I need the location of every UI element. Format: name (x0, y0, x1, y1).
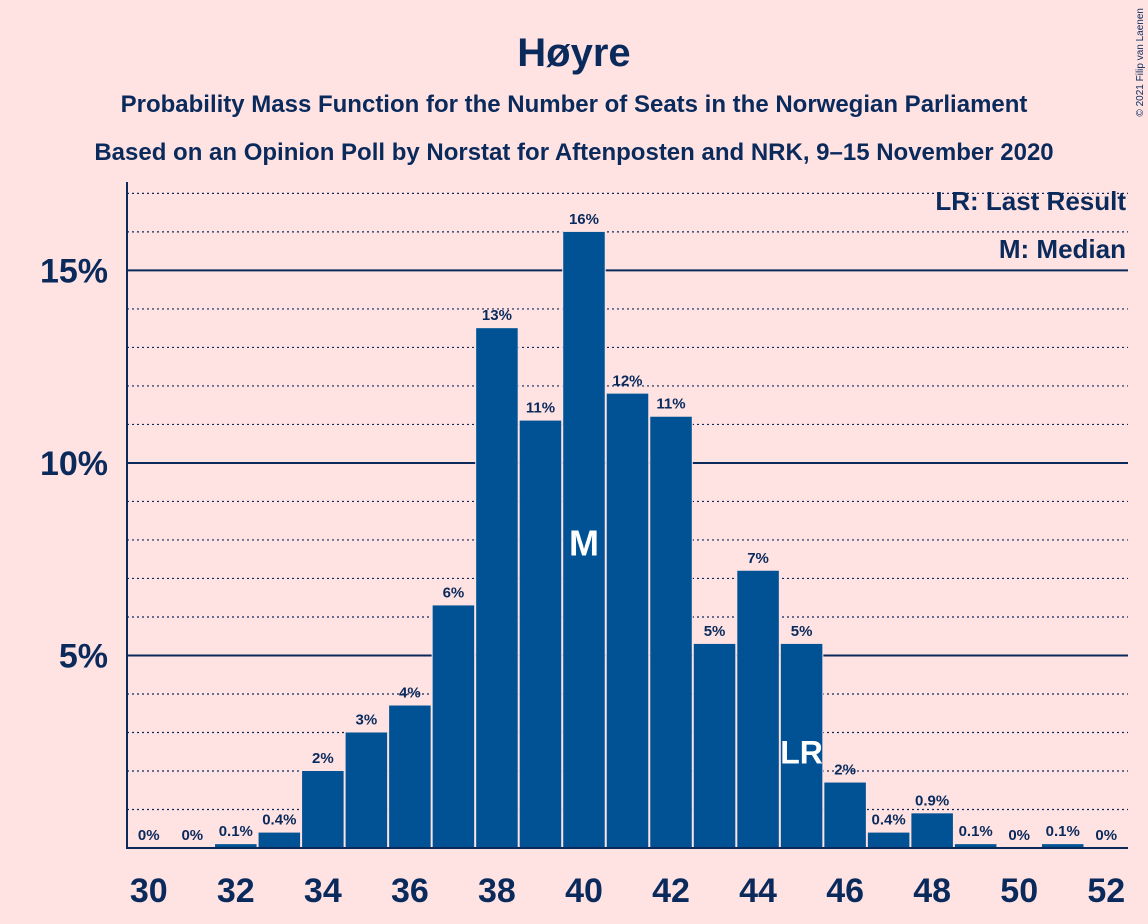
data-label: 6% (443, 584, 465, 601)
x-tick-label: 42 (652, 872, 690, 910)
bar (302, 770, 344, 848)
data-label: 2% (312, 750, 334, 767)
legend-last-result: LR: Last Result (935, 186, 1126, 216)
bar (519, 420, 562, 848)
data-label: 0% (1008, 827, 1030, 844)
data-label: 0.4% (872, 812, 906, 829)
y-tick-label: 5% (59, 637, 108, 675)
data-label: 5% (791, 623, 813, 640)
axes: 5% 10% 15% 30 32 34 36 38 40 42 44 46 48 50 52 (40, 182, 1128, 910)
bar (258, 832, 301, 848)
data-label: 0% (1095, 827, 1117, 844)
data-label: 0.1% (219, 823, 253, 840)
bar (432, 605, 475, 848)
x-tick-label: 32 (217, 872, 255, 910)
bar (867, 832, 910, 848)
median-marker: M (569, 522, 599, 563)
x-tick-label: 50 (1000, 872, 1038, 910)
data-label: 3% (356, 711, 378, 728)
x-tick-label: 40 (565, 872, 603, 910)
bar (650, 416, 692, 848)
data-label: 0% (181, 827, 203, 844)
x-tick-label: 44 (739, 872, 777, 910)
data-label: 16% (569, 211, 599, 228)
chart-title: Høyre (517, 31, 630, 75)
bar (911, 813, 953, 848)
x-tick-label: 46 (826, 872, 864, 910)
data-label: 13% (482, 307, 512, 324)
bar (693, 643, 736, 848)
x-tick-label: 34 (304, 872, 342, 910)
chart-subtitle-2: Based on an Opinion Poll by Norstat for … (94, 139, 1053, 166)
legend-median: M: Median (999, 234, 1126, 264)
bar (389, 705, 431, 848)
last-result-marker: LR (780, 734, 823, 770)
bar (563, 231, 605, 848)
bar (215, 844, 257, 848)
data-label: 12% (612, 373, 642, 390)
data-label: 0.4% (262, 812, 296, 829)
x-tick-label: 38 (478, 872, 516, 910)
bar (824, 782, 866, 848)
bar (737, 570, 779, 848)
x-tick-label: 30 (130, 872, 168, 910)
x-tick-label: 48 (913, 872, 951, 910)
data-label: 0.9% (915, 792, 949, 809)
bars: 0% 0% 0.1% 0.4% 2% 3% 4% 6% 13% 11% 16% M 12% 11% 5% 7%… (138, 211, 1117, 848)
bar (780, 643, 823, 848)
bar (1041, 844, 1084, 848)
bar (606, 393, 649, 848)
x-tick-label: 52 (1087, 872, 1125, 910)
y-tick-label: 15% (40, 252, 108, 290)
data-label: 5% (704, 623, 726, 640)
data-label: 11% (656, 396, 685, 413)
bar (345, 732, 388, 848)
data-label: 4% (399, 685, 421, 702)
bar (954, 844, 997, 848)
data-label: 0.1% (1046, 823, 1080, 840)
data-label: 2% (834, 762, 856, 779)
bar (476, 328, 518, 848)
data-label: 0% (138, 827, 160, 844)
data-label: 11% (526, 400, 555, 417)
data-label: 0.1% (959, 823, 993, 840)
chart-subtitle-1: Probability Mass Function for the Number… (121, 91, 1028, 118)
y-tick-label: 10% (40, 445, 108, 483)
x-tick-label: 36 (391, 872, 429, 910)
copyright-text: © 2021 Filip van Laenen (1135, 8, 1146, 117)
data-label: 7% (747, 550, 769, 567)
